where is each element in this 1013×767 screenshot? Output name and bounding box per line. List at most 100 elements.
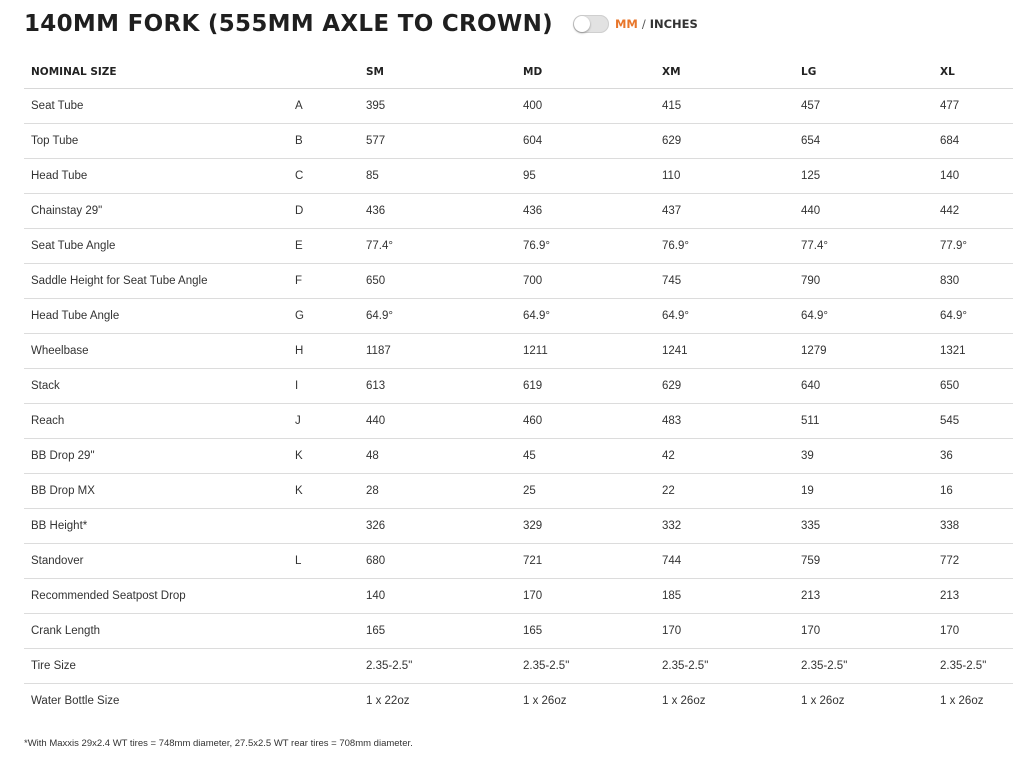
cell-md: 721 xyxy=(516,543,655,579)
header-xl: XL xyxy=(933,55,1013,89)
page-title: 140MM FORK (555MM AXLE TO CROWN) xyxy=(24,11,553,37)
cell-lg: 511 xyxy=(794,403,933,439)
cell-xl: 830 xyxy=(933,263,1013,299)
cell-xm: 629 xyxy=(655,123,794,159)
cell-xl: 1321 xyxy=(933,333,1013,369)
cell-md: 76.9° xyxy=(516,228,655,264)
cell-xm: 1 x 26oz xyxy=(662,695,706,707)
row-label: Recommended Seatpost Drop xyxy=(24,578,288,614)
cell-md: 95 xyxy=(516,158,655,194)
cell-lg: 125 xyxy=(794,158,933,194)
row-label: Water Bottle Size xyxy=(31,695,120,707)
cell-xm: 185 xyxy=(655,578,794,614)
row-label: Head Tube Angle xyxy=(24,298,288,334)
units-toggle[interactable] xyxy=(572,15,609,33)
row-label: Standover xyxy=(24,543,288,579)
cell-md: 25 xyxy=(516,473,655,509)
cell-lg: 1 x 26oz xyxy=(801,695,845,707)
header-nominal-size: NOMINAL SIZE xyxy=(24,55,288,89)
row-letter: A xyxy=(288,88,359,124)
row-letter xyxy=(288,578,359,614)
cell-md: 604 xyxy=(516,123,655,159)
row-label: Stack xyxy=(24,368,288,404)
cell-xl: 684 xyxy=(933,123,1013,159)
page-header: 140MM FORK (555MM AXLE TO CROWN) MM / IN… xyxy=(24,8,698,40)
row-letter: I xyxy=(288,368,359,404)
row-label: Wheelbase xyxy=(24,333,288,369)
cell-lg: 64.9° xyxy=(794,298,933,334)
table-body: Seat Tube A 395 400 415 457 477 Top Tube B 577 604… xyxy=(24,88,1013,719)
row-letter: K xyxy=(288,473,359,509)
header-letter xyxy=(288,55,359,89)
table-row: Crank Length 165 165 170 170 170 xyxy=(24,613,1013,649)
cell-md: 64.9° xyxy=(516,298,655,334)
cell-sm: 577 xyxy=(359,123,516,159)
row-label: Crank Length xyxy=(24,613,288,649)
table-row: Water Bottle Size 1 x 22oz 1 x 26oz 1 x 26o… xyxy=(24,684,1013,719)
cell-xl: 545 xyxy=(933,403,1013,439)
cell-xl: 16 xyxy=(933,473,1013,509)
table-row: BB Height* 326 329 332 335 338 xyxy=(24,508,1013,544)
row-letter: G xyxy=(288,298,359,334)
row-letter: L xyxy=(288,543,359,579)
cell-lg: 213 xyxy=(794,578,933,614)
cell-lg: 759 xyxy=(794,543,933,579)
cell-md: 460 xyxy=(516,403,655,439)
row-letter xyxy=(288,684,359,719)
toggle-knob[interactable] xyxy=(573,16,590,32)
row-label: Top Tube xyxy=(24,123,288,159)
header-lg: LG xyxy=(794,55,933,89)
cell-sm: 85 xyxy=(359,158,516,194)
row-label: Reach xyxy=(24,403,288,439)
row-label: Saddle Height for Seat Tube Angle xyxy=(24,263,288,299)
cell-lg: 39 xyxy=(794,438,933,474)
table-row: Saddle Height for Seat Tube Angle F 650 700… xyxy=(24,263,1013,299)
cell-lg: 440 xyxy=(794,193,933,229)
cell-sm: 395 xyxy=(359,88,516,124)
row-letter: J xyxy=(288,403,359,439)
unit-mm-label[interactable]: MM xyxy=(614,17,638,31)
cell-xl: 64.9° xyxy=(933,298,1013,334)
cell-sm: 440 xyxy=(359,403,516,439)
row-letter: C xyxy=(288,158,359,194)
cell-lg: 335 xyxy=(794,508,933,544)
cell-sm: 140 xyxy=(359,578,516,614)
cell-md: 165 xyxy=(516,613,655,649)
cell-xl: 170 xyxy=(933,613,1013,649)
cell-lg: 77.4° xyxy=(794,228,933,264)
table-row: Chainstay 29" D 436 436 437 440 442 xyxy=(24,193,1013,229)
cell-xm: 745 xyxy=(655,263,794,299)
cell-xm: 332 xyxy=(655,508,794,544)
table-row: Standover L 680 721 744 759 772 xyxy=(24,543,1013,579)
cell-sm: 680 xyxy=(359,543,516,579)
row-letter: E xyxy=(288,228,359,264)
table-row: Head Tube Angle G 64.9° 64.9° 64.9° 64.9° 64.9… xyxy=(24,298,1013,334)
cell-xl: 338 xyxy=(933,508,1013,544)
cell-sm: 77.4° xyxy=(359,228,516,264)
cell-xl: 477 xyxy=(933,88,1013,124)
cell-xm: 744 xyxy=(655,543,794,579)
cell-sm: 613 xyxy=(359,368,516,404)
row-letter xyxy=(288,508,359,544)
geometry-table: NOMINAL SIZE SM MD XM LG XL Seat Tube A 39… xyxy=(24,55,1013,718)
cell-lg: 457 xyxy=(794,88,933,124)
cell-md: 329 xyxy=(516,508,655,544)
table-row: Seat Tube Angle E 77.4° 76.9° 76.9° 77.4° 77.9… xyxy=(24,228,1013,264)
cell-sm: 28 xyxy=(359,473,516,509)
row-label: BB Height* xyxy=(24,508,288,544)
table-header-row: NOMINAL SIZE SM MD XM LG XL xyxy=(24,55,1013,89)
cell-xm: 437 xyxy=(655,193,794,229)
cell-xl: 772 xyxy=(933,543,1013,579)
row-label: BB Drop MX xyxy=(24,473,288,509)
cell-md: 436 xyxy=(516,193,655,229)
cell-xl: 442 xyxy=(933,193,1013,229)
table-row: Head Tube C 85 95 110 125 140 xyxy=(24,158,1013,194)
row-letter xyxy=(288,613,359,649)
cell-xm: 483 xyxy=(655,403,794,439)
cell-xm: 22 xyxy=(655,473,794,509)
cell-xl: 650 xyxy=(933,368,1013,404)
cell-xm: 64.9° xyxy=(655,298,794,334)
unit-inches-label[interactable]: INCHES xyxy=(649,17,698,31)
cell-sm: 650 xyxy=(359,263,516,299)
cell-lg: 1279 xyxy=(794,333,933,369)
